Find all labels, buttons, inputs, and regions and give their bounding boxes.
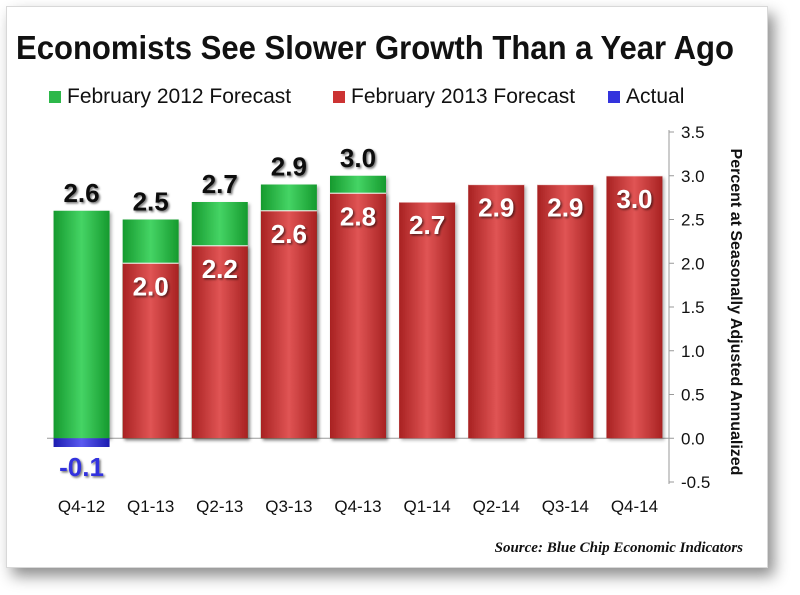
data-label-Q1-13-feb-2013: 2.0 — [133, 271, 169, 301]
data-label-Q3-13-feb-2013: 2.6 — [271, 219, 307, 249]
y-tick-label: 2.0 — [681, 254, 705, 273]
x-tick-label: Q3-14 — [542, 497, 589, 516]
bar-Q1-14-feb-2013-forecast — [399, 202, 456, 439]
legend-swatch — [49, 91, 61, 103]
legend-label: February 2013 Forecast — [351, 85, 575, 108]
x-tick-label: Q4-13 — [334, 497, 381, 516]
x-tick-label: Q2-13 — [196, 497, 243, 516]
y-tick-label: -0.5 — [681, 473, 710, 492]
legend-swatch — [333, 91, 345, 103]
bar-Q2-14-feb-2013-forecast — [468, 184, 525, 439]
bar-Q1-13-feb-2013-forecast — [122, 263, 179, 439]
bar-Q2-13-feb-2013-forecast — [191, 245, 248, 439]
y-tick-label: 3.5 — [681, 123, 705, 142]
data-label-Q1-13-feb-2012: 2.5 — [133, 187, 169, 217]
y-tick-label: 0.0 — [681, 429, 705, 448]
y-tick-label: 1.0 — [681, 342, 705, 361]
x-tick-label: Q3-13 — [265, 497, 312, 516]
data-label-Q2-13-feb-2012: 2.7 — [202, 169, 238, 199]
legend-label: Actual — [626, 85, 684, 108]
data-label-Q4-14-feb-2013: 3.0 — [616, 184, 652, 214]
bar-Q4-13-feb-2013-forecast — [330, 193, 386, 439]
data-label-Q4-12-actual: -0.1 — [59, 452, 104, 482]
bar-Q4-12-feb-2012-forecast — [53, 210, 110, 439]
data-label-Q4-12-feb-2012: 2.6 — [63, 178, 99, 208]
y-axis-label: Percent at Seasonally Adjusted Annualize… — [727, 149, 744, 476]
y-tick-label: 2.5 — [681, 211, 705, 230]
bar-Q4-12-actual — [53, 438, 110, 447]
bar-Q3-14-feb-2013-forecast — [537, 184, 594, 439]
chart-title: Economists See Slower Growth Than a Year… — [16, 29, 734, 66]
legend-swatch — [608, 91, 620, 103]
bar-Q4-14-feb-2013-forecast — [606, 175, 663, 439]
y-tick-label: 0.5 — [681, 386, 705, 405]
data-label-Q3-14-feb-2013: 2.9 — [547, 193, 583, 223]
x-tick-label: Q2-14 — [473, 497, 520, 516]
data-label-Q2-14-feb-2013: 2.9 — [478, 193, 514, 223]
chart-frame: Economists See Slower Growth Than a Year… — [6, 6, 768, 568]
data-label-Q4-13-feb-2012: 3.0 — [340, 143, 376, 173]
x-tick-label: Q4-14 — [611, 497, 658, 516]
bar-chart: Economists See Slower Growth Than a Year… — [16, 29, 744, 556]
legend-label: February 2012 Forecast — [67, 85, 291, 108]
data-label-Q1-14-feb-2013: 2.7 — [409, 210, 445, 240]
bar-Q3-13-feb-2013-forecast — [260, 210, 317, 439]
legend: February 2012 Forecast February 2013 Fore… — [49, 85, 684, 108]
bars — [53, 175, 663, 447]
data-label-Q2-13-feb-2013: 2.2 — [202, 254, 238, 284]
data-label-Q3-13-feb-2012: 2.9 — [271, 152, 307, 182]
source-note: Source: Blue Chip Economic Indicators — [495, 540, 744, 556]
y-tick-label: 3.0 — [681, 167, 705, 186]
y-tick-label: 1.5 — [681, 298, 705, 317]
data-labels: 2.6 -0.1 2.5 2.0 2.7 2.2 2.9 2.6 3.0 2.8 2.7 2.9 2.9… — [59, 143, 652, 482]
x-tick-label: Q1-13 — [127, 497, 174, 516]
x-tick-label: Q4-12 — [58, 497, 105, 516]
x-tick-label: Q1-14 — [403, 497, 450, 516]
y-axis: 3.5 3.0 2.5 2.0 1.5 1.0 0.5 0.0 -0.5 — [47, 123, 710, 492]
data-label-Q4-13-feb-2013: 2.8 — [340, 201, 376, 231]
x-axis: Q4-12 Q1-13 Q2-13 Q3-13 Q4-13 Q1-14 Q2-14 Q3-14… — [58, 497, 658, 516]
